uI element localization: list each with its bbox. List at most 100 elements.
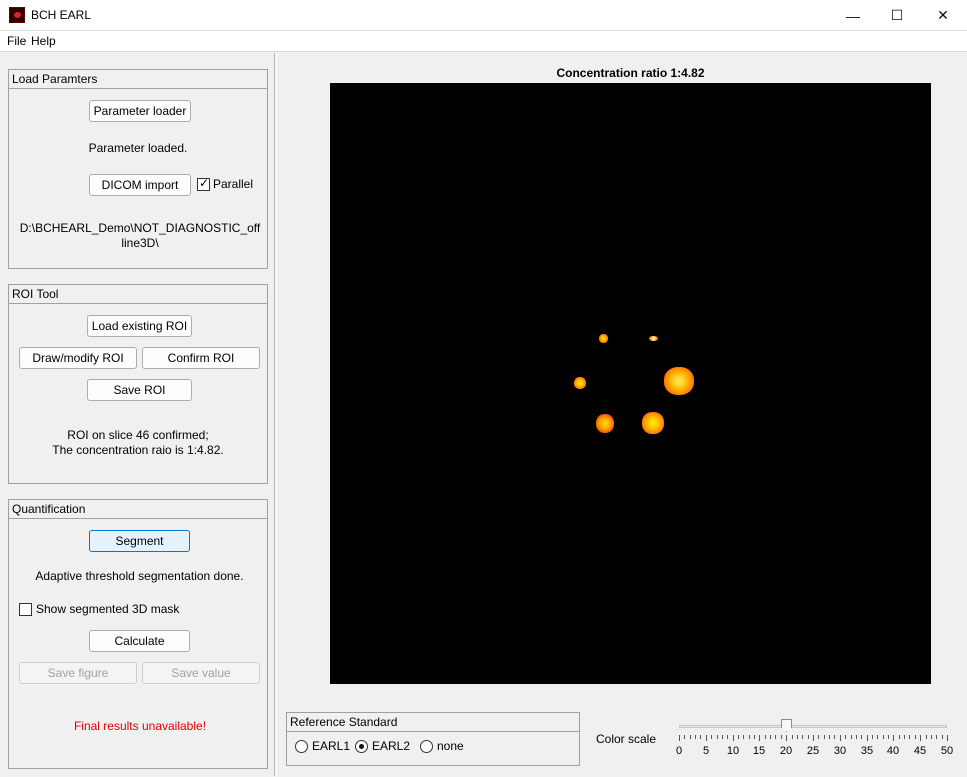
slider-tick [700,735,701,739]
dicom-import-button[interactable]: DICOM import [89,174,191,196]
slider-tick [920,735,921,741]
menu-file[interactable]: File [7,34,27,48]
show-mask-label: Show segmented 3D mask [36,602,180,616]
hot-spot [649,336,658,341]
radio-earl2[interactable] [355,740,368,753]
slider-tick-label: 50 [940,745,954,757]
menu-bar: File Help [0,31,967,52]
slider-tick [915,735,916,739]
slider-tick [904,735,905,739]
draw-modify-roi-button[interactable]: Draw/modify ROI [19,347,137,369]
slider-tick [834,735,835,739]
hot-spot [664,367,694,395]
slider-tick [679,735,680,741]
quantification-title: Quantification [9,500,267,519]
confirm-roi-button[interactable]: Confirm ROI [142,347,260,369]
slider-tick [775,735,776,739]
slider-tick [711,735,712,739]
slider-tick [781,735,782,739]
hot-spot [642,412,664,434]
close-button[interactable]: ✕ [920,0,966,31]
app-icon [9,7,25,23]
slider-tick [808,735,809,739]
slider-tick [888,735,889,739]
window-title: BCH EARL [31,8,92,22]
slider-tick-label: 25 [806,745,820,757]
slider-tick [759,735,760,741]
title-bar: BCH EARL — ☐ ✕ [0,0,967,31]
slider-tick-label: 45 [913,745,927,757]
slider-tick [899,735,900,739]
slider-tick [829,735,830,739]
radio-none[interactable] [420,740,433,753]
slider-tick-label: 40 [886,745,900,757]
slider-tick [947,735,948,741]
hot-spot [596,414,614,433]
slider-tick [824,735,825,739]
roi-status-line2: The concentration raio is 1:4.82. [52,443,224,457]
slider-tick [754,735,755,739]
slider-tick [792,735,793,739]
slider-tick [722,735,723,739]
slider-tick [706,735,707,741]
color-scale-thumb[interactable] [781,719,792,732]
radio-earl1-label: EARL1 [312,739,351,753]
slider-tick [684,735,685,739]
slider-tick [893,735,894,741]
parallel-checkbox[interactable] [197,176,210,191]
slider-tick [786,735,787,741]
slider-tick [695,735,696,739]
load-parameters-title: Load Paramters [9,70,267,89]
parallel-label: Parallel [213,177,254,191]
reference-standard-panel: Reference Standard [286,712,580,766]
slider-tick [797,735,798,739]
calculate-button[interactable]: Calculate [89,630,190,652]
close-icon: ✕ [937,7,949,23]
save-roi-button[interactable]: Save ROI [87,379,192,401]
image-canvas[interactable] [330,83,931,684]
slider-tick-label: 15 [752,745,766,757]
color-scale-track[interactable] [679,725,947,728]
hot-spot [599,334,608,343]
color-scale-label: Color scale [596,732,657,746]
slider-tick-label: 20 [779,745,793,757]
roi-tool-title: ROI Tool [9,285,267,304]
slider-tick [802,735,803,739]
hot-spot [574,377,586,389]
show-mask-checkbox[interactable] [19,603,32,616]
slider-tick [851,735,852,739]
image-title: Concentration ratio 1:4.82 [556,66,705,80]
dicom-path-line1: D:\BCHEARL_Demo\NOT_DIAGNOSTIC_off [19,221,261,235]
parameter-loader-button[interactable]: Parameter loader [89,100,191,122]
slider-tick-label: 10 [726,745,740,757]
maximize-button[interactable]: ☐ [874,0,920,31]
slider-tick [717,735,718,739]
slider-tick [765,735,766,739]
slider-tick-label: 30 [833,745,847,757]
load-existing-roi-button[interactable]: Load existing ROI [87,315,192,337]
minimize-button[interactable]: — [830,0,876,31]
slider-tick-label: 35 [860,745,874,757]
menu-help[interactable]: Help [31,34,56,48]
segmentation-status: Adaptive threshold segmentation done. [35,569,244,583]
slider-tick [733,735,734,741]
slider-tick [877,735,878,739]
dicom-path-line2: line3D\ [121,236,159,250]
save-figure-button[interactable]: Save figure [19,662,137,684]
slider-tick [840,735,841,741]
slider-tick [738,735,739,739]
radio-earl1[interactable] [295,740,308,753]
radio-earl2-label: EARL2 [372,739,411,753]
slider-tick [942,735,943,739]
radio-none-label: none [437,739,464,753]
save-value-button[interactable]: Save value [142,662,260,684]
reference-standard-title: Reference Standard [287,713,579,732]
slider-tick-label: 0 [675,745,683,757]
results-message: Final results unavailable! [73,719,207,733]
slider-tick [690,735,691,739]
segment-button[interactable]: Segment [89,530,190,552]
maximize-icon: ☐ [890,7,904,23]
slider-tick [861,735,862,739]
slider-tick [909,735,910,739]
slider-tick-label: 5 [702,745,710,757]
